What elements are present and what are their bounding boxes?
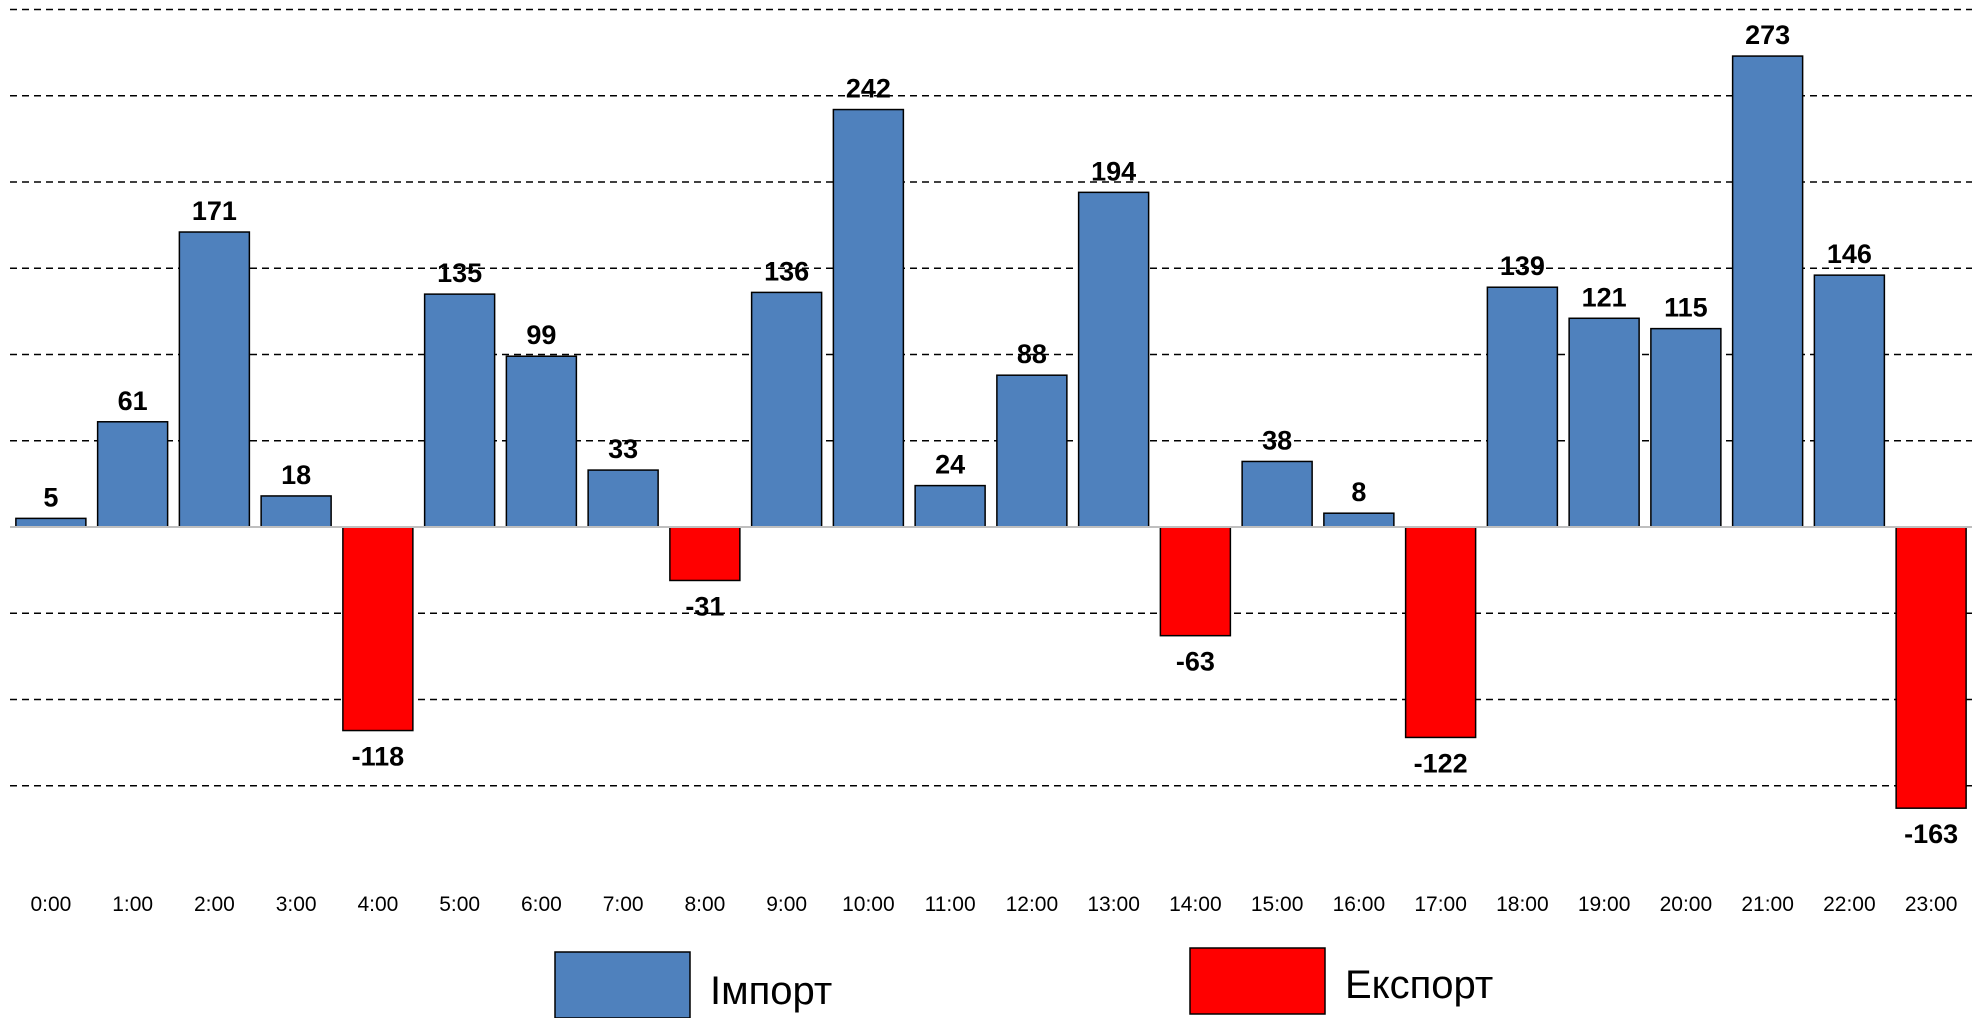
data-labels: 5 61 171 18 -118 135 99 33 -31 136 242 24 88 194 -63 38… bbox=[43, 20, 1958, 849]
bar-value-label: 136 bbox=[764, 256, 809, 286]
bar-value-label: 18 bbox=[281, 460, 311, 490]
legend-swatch-export bbox=[1189, 947, 1326, 1015]
import-bar bbox=[178, 231, 251, 528]
x-tick-label: 0:00 bbox=[30, 893, 71, 916]
x-tick-label: 20:00 bbox=[1660, 893, 1713, 916]
import-bar bbox=[15, 517, 87, 528]
bar-value-label: 88 bbox=[1017, 339, 1047, 369]
x-tick-label: 11:00 bbox=[925, 893, 976, 916]
legend-swatch-import bbox=[554, 951, 691, 1019]
bar-value-label: 139 bbox=[1500, 251, 1545, 281]
export-bar bbox=[1404, 526, 1477, 739]
bar-value-label: 24 bbox=[935, 450, 965, 480]
import-bar bbox=[1731, 55, 1804, 528]
x-tick-label: 23:00 bbox=[1905, 893, 1958, 916]
x-tick-label: 5:00 bbox=[439, 893, 480, 916]
x-axis-tick-labels: 0:00 1:00 2:00 3:00 4:00 5:00 6:00 7:00 8:00 9:00… bbox=[30, 893, 1957, 916]
export-bar bbox=[669, 526, 741, 582]
bar-value-label: 135 bbox=[437, 258, 482, 288]
bars bbox=[15, 55, 1967, 809]
export-bar bbox=[342, 526, 414, 732]
x-tick-label: 13:00 bbox=[1087, 893, 1140, 916]
bar-value-label: 171 bbox=[192, 196, 237, 226]
import-bar bbox=[1568, 317, 1640, 528]
bar-value-label: -118 bbox=[352, 742, 405, 772]
import-bar bbox=[750, 291, 823, 528]
x-tick-label: 14:00 bbox=[1169, 893, 1222, 916]
import-bar bbox=[423, 293, 496, 528]
x-tick-label: 22:00 bbox=[1823, 893, 1876, 916]
x-tick-label: 8:00 bbox=[684, 893, 725, 916]
x-tick-label: 19:00 bbox=[1578, 893, 1631, 916]
legend-label-import: Імпорт bbox=[710, 969, 832, 1013]
import-bar bbox=[587, 469, 659, 528]
bar-value-label: -122 bbox=[1414, 748, 1468, 778]
x-tick-label: 12:00 bbox=[1006, 893, 1059, 916]
import-bar bbox=[832, 108, 905, 528]
x-tick-label: 21:00 bbox=[1741, 893, 1794, 916]
x-tick-label: 4:00 bbox=[357, 893, 398, 916]
export-bar bbox=[1159, 526, 1232, 637]
import-bar bbox=[914, 484, 986, 528]
bar-value-label: 5 bbox=[43, 482, 58, 512]
x-tick-label: 16:00 bbox=[1333, 893, 1386, 916]
bar-value-label: 194 bbox=[1091, 156, 1136, 186]
bar-value-label: -31 bbox=[685, 591, 724, 621]
x-tick-label: 17:00 bbox=[1414, 893, 1467, 916]
x-tick-label: 6:00 bbox=[521, 893, 562, 916]
bar-value-label: 8 bbox=[1351, 477, 1366, 507]
bar-value-label: 33 bbox=[608, 434, 638, 464]
bar-value-label: 61 bbox=[118, 386, 148, 416]
import-bar bbox=[1077, 191, 1150, 528]
x-tick-label: 10:00 bbox=[842, 893, 895, 916]
import-bar bbox=[1241, 460, 1313, 528]
import-bar bbox=[1813, 274, 1886, 528]
bar-value-label: 115 bbox=[1664, 293, 1708, 323]
legend: Імпорт Експорт bbox=[554, 947, 1493, 1019]
bar-value-label: -163 bbox=[1904, 819, 1958, 849]
x-tick-label: 9:00 bbox=[766, 893, 807, 916]
bar-value-label: 121 bbox=[1582, 282, 1627, 312]
import-bar bbox=[1650, 327, 1722, 528]
import-bar bbox=[96, 421, 169, 528]
import-bar bbox=[996, 374, 1068, 528]
x-tick-label: 7:00 bbox=[603, 893, 644, 916]
x-tick-label: 1:00 bbox=[112, 893, 153, 916]
export-bar bbox=[1895, 526, 1967, 809]
bar-value-label: 146 bbox=[1827, 239, 1872, 269]
import-bar bbox=[260, 495, 332, 528]
import-bar bbox=[1323, 512, 1395, 528]
x-tick-label: 2:00 bbox=[194, 893, 235, 916]
import-bar bbox=[505, 355, 578, 528]
x-tick-label: 18:00 bbox=[1496, 893, 1549, 916]
bar-value-label: 273 bbox=[1745, 20, 1790, 50]
gridlines bbox=[10, 8, 1972, 787]
bar-value-label: 99 bbox=[526, 320, 556, 350]
bar-value-label: 38 bbox=[1262, 425, 1292, 455]
bar-value-label: 242 bbox=[846, 74, 891, 104]
bar-value-label: -63 bbox=[1176, 647, 1215, 677]
x-tick-label: 15:00 bbox=[1251, 893, 1304, 916]
import-bar bbox=[1486, 286, 1559, 528]
legend-label-export: Експорт bbox=[1345, 963, 1493, 1007]
x-tick-label: 3:00 bbox=[276, 893, 317, 916]
